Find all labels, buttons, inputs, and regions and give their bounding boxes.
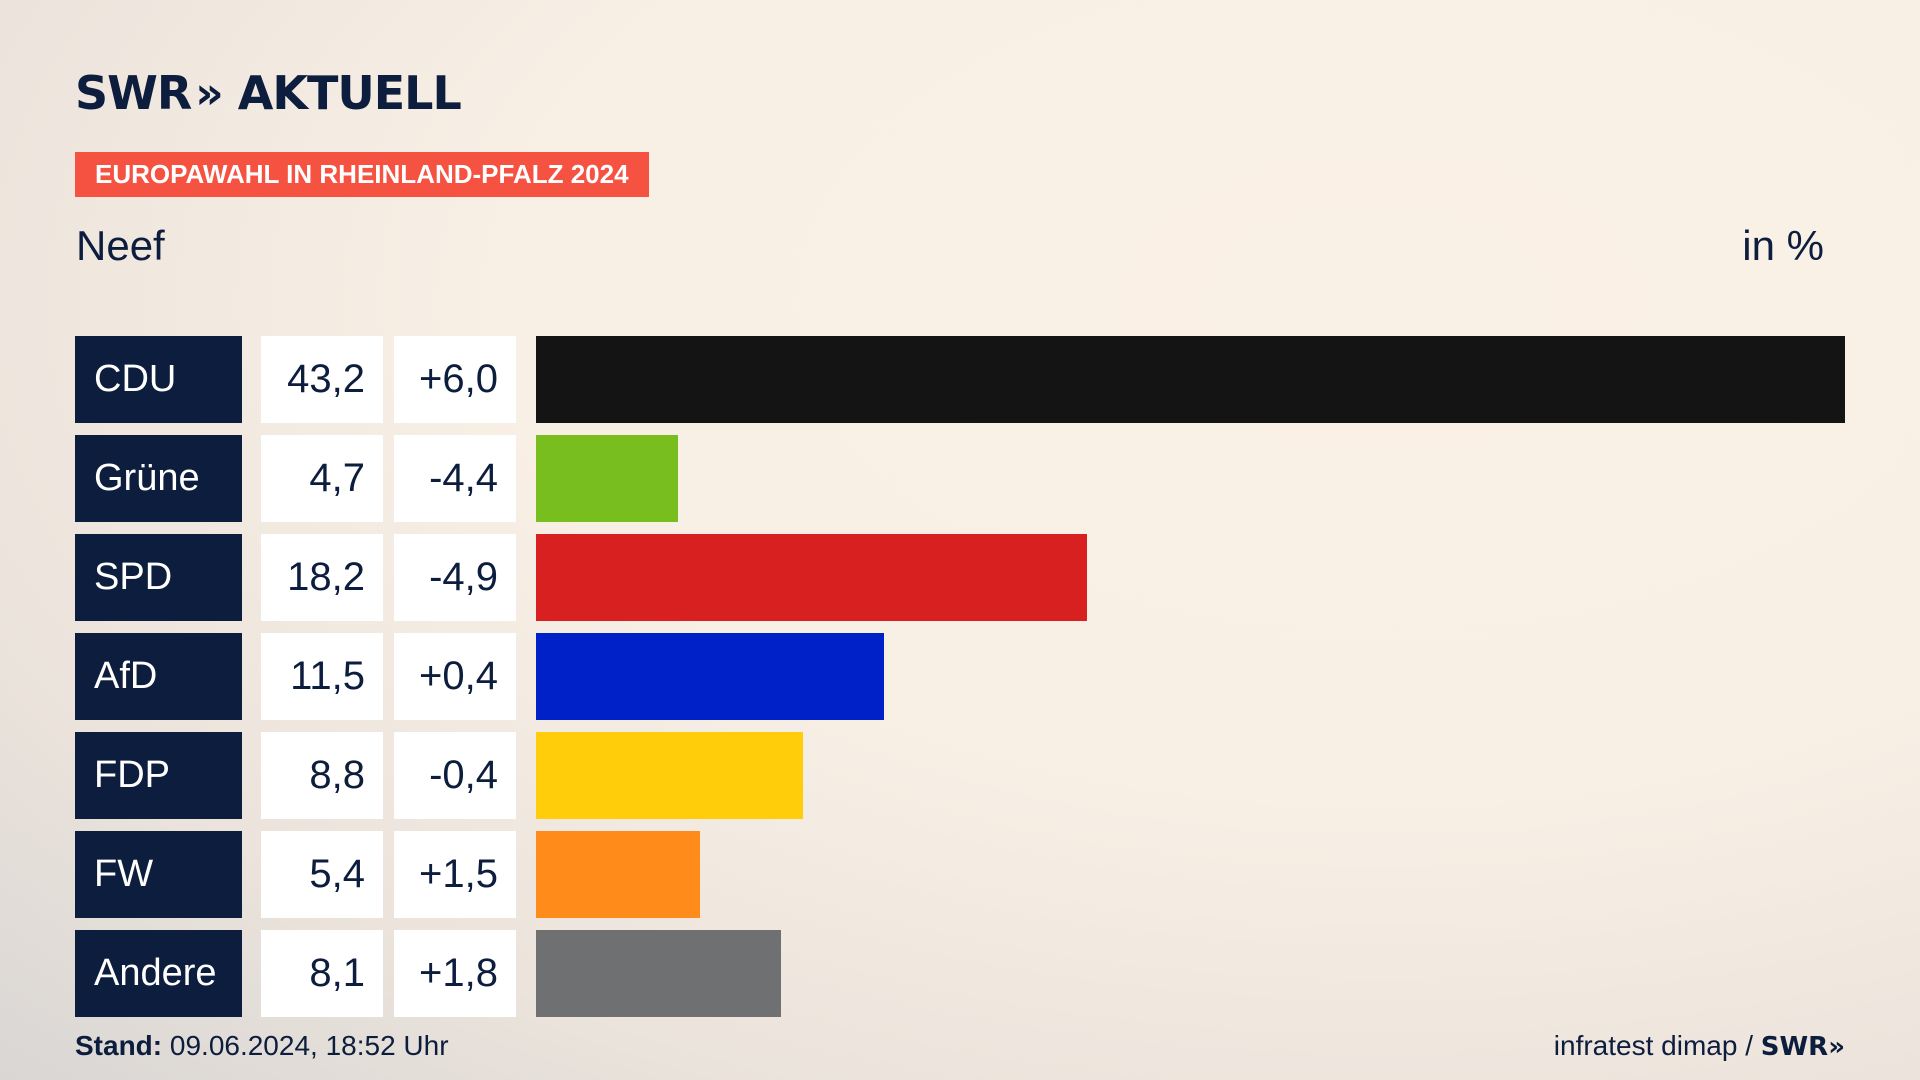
result-bar (536, 534, 1087, 621)
election-tag: EUROPAWAHL IN RHEINLAND-PFALZ 2024 (75, 152, 649, 197)
party-label: SPD (75, 534, 242, 621)
vote-change: +1,8 (394, 930, 516, 1017)
vote-change: -4,4 (394, 435, 516, 522)
vote-share: 11,5 (261, 633, 383, 720)
party-label: FW (75, 831, 242, 918)
vote-share: 8,1 (261, 930, 383, 1017)
logo-chevron-icon: » (195, 67, 224, 119)
party-label: Andere (75, 930, 242, 1017)
logo-swr: SWR (75, 66, 192, 120)
result-row: AfD 11,5 +0,4 (75, 633, 1845, 720)
logo-aktuell: AKTUELL (237, 66, 462, 120)
result-bar (536, 732, 803, 819)
vote-change: -4,9 (394, 534, 516, 621)
stand-value: 09.06.2024, 18:52 Uhr (169, 1030, 449, 1061)
vote-share: 8,8 (261, 732, 383, 819)
vote-share: 18,2 (261, 534, 383, 621)
vote-share: 5,4 (261, 831, 383, 918)
result-bar (536, 633, 884, 720)
party-label: CDU (75, 336, 242, 423)
vote-share: 43,2 (261, 336, 383, 423)
result-bar (536, 930, 781, 1017)
vote-change: +1,5 (394, 831, 516, 918)
vote-change: -0,4 (394, 732, 516, 819)
vote-change: +0,4 (394, 633, 516, 720)
result-bar (536, 435, 678, 522)
chevron-icon: » (1828, 1032, 1845, 1062)
source-swr-logo: SWR» (1760, 1032, 1845, 1062)
source-credit: infratest dimap / SWR» (1554, 1030, 1845, 1062)
stand-label: Stand: (75, 1030, 163, 1061)
timestamp: Stand: 09.06.2024, 18:52 Uhr (75, 1030, 449, 1062)
vote-change: +6,0 (394, 336, 516, 423)
result-bar (536, 336, 1845, 423)
result-row: Andere 8,1 +1,8 (75, 930, 1845, 1017)
party-label: Grüne (75, 435, 242, 522)
result-row: FW 5,4 +1,5 (75, 831, 1845, 918)
party-label: AfD (75, 633, 242, 720)
party-label: FDP (75, 732, 242, 819)
place-title: Neef (76, 222, 165, 269)
result-row: Grüne 4,7 -4,4 (75, 435, 1845, 522)
swr-aktuell-logo: SWR » AKTUELL (75, 66, 462, 120)
result-row: CDU 43,2 +6,0 (75, 336, 1845, 423)
source-text: infratest dimap / (1553, 1030, 1753, 1061)
unit-label: in % (1742, 222, 1824, 269)
result-row: FDP 8,8 -0,4 (75, 732, 1845, 819)
result-bar (536, 831, 700, 918)
vote-share: 4,7 (261, 435, 383, 522)
result-row: SPD 18,2 -4,9 (75, 534, 1845, 621)
